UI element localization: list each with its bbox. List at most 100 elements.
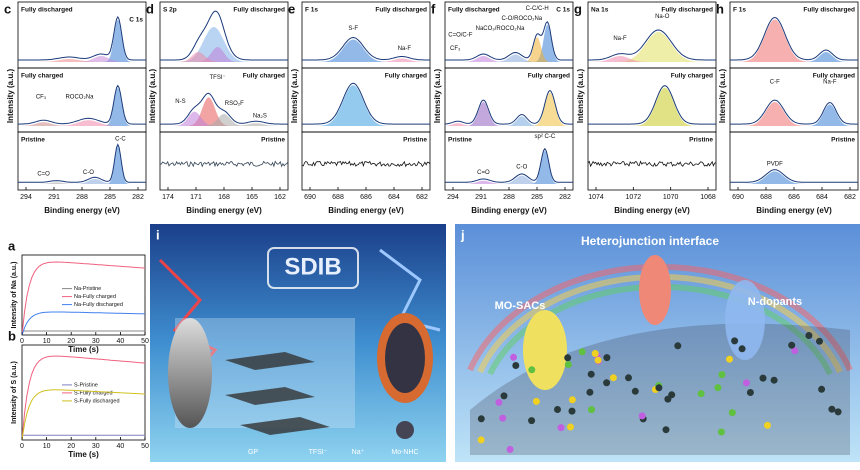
envelope bbox=[445, 147, 573, 183]
x-tick-label: 285 bbox=[104, 194, 116, 201]
graphene-node bbox=[564, 361, 572, 368]
graphene-node bbox=[586, 388, 594, 396]
peak-label: CF₃ bbox=[450, 46, 461, 52]
graphene-node bbox=[528, 417, 536, 425]
legend-label: S-Fully discharged bbox=[74, 398, 120, 404]
x-tick-label: 682 bbox=[416, 194, 428, 201]
fit-component bbox=[160, 123, 288, 126]
graphene-node bbox=[828, 405, 836, 413]
graphene-node bbox=[662, 426, 670, 434]
fit-component bbox=[445, 92, 573, 126]
x-tick-label: 30 bbox=[92, 443, 100, 450]
legend-label: Na⁺ bbox=[352, 449, 365, 456]
y-axis-label: Intensity of S (a.u.) bbox=[11, 361, 18, 424]
x-tick-label: 174 bbox=[162, 194, 174, 201]
fit-component bbox=[445, 56, 573, 62]
graphene-node bbox=[631, 387, 639, 395]
x-axis-label: Binding energy (eV) bbox=[471, 206, 547, 215]
graphene-node bbox=[697, 390, 705, 398]
graphene-node bbox=[568, 396, 576, 404]
x-tick-label: 50 bbox=[141, 443, 149, 450]
peak-label: Na₂S bbox=[253, 114, 267, 120]
trace bbox=[21, 389, 146, 441]
fit-component bbox=[730, 104, 858, 126]
legend-label: S-Fully charged bbox=[74, 390, 113, 396]
plot-frame bbox=[21, 254, 146, 336]
fit-component bbox=[730, 19, 858, 62]
graphene-node bbox=[500, 392, 508, 400]
peak-label: C-O bbox=[83, 170, 94, 176]
core-level: C 1s bbox=[129, 17, 143, 24]
state-label: Fully discharged bbox=[661, 7, 713, 14]
kinetics-panel: a Na-Pristine Na-Fully charged Na-Fully dis… bbox=[8, 238, 149, 354]
x-tick-label: 688 bbox=[760, 194, 772, 201]
state-label: Pristine bbox=[261, 137, 285, 144]
graphene-node bbox=[668, 391, 676, 399]
state-label: Fully discharged bbox=[375, 7, 427, 14]
graphene-node bbox=[554, 406, 561, 413]
spectrum-panel: f Fully discharged Fully charged Pristine C … bbox=[431, 1, 574, 215]
peak-label: Na-F bbox=[398, 46, 412, 52]
fit-component bbox=[18, 182, 146, 184]
fit-component bbox=[302, 58, 430, 62]
peak-label: Na-O bbox=[655, 14, 670, 20]
core-level: C 1s bbox=[556, 7, 570, 14]
x-axis-label: Binding energy (eV) bbox=[44, 206, 120, 215]
y-axis-label: Intensity (a.u.) bbox=[290, 69, 299, 124]
y-axis-label: Intensity (a.u.) bbox=[6, 69, 15, 124]
graphene-node bbox=[738, 345, 746, 353]
legend-label: Na-Fully discharged bbox=[74, 302, 123, 308]
peak-label: N-S bbox=[175, 99, 185, 105]
peak-label: TFSI⁻ bbox=[210, 75, 226, 81]
state-label: Pristine bbox=[21, 137, 45, 144]
x-tick-label: 684 bbox=[388, 194, 400, 201]
state-label: Fully charged bbox=[528, 73, 570, 80]
peak-label: ROCO₂Na bbox=[65, 94, 94, 100]
graphene-node bbox=[506, 445, 514, 453]
x-tick-label: 294 bbox=[447, 194, 459, 201]
legend-label: Mo-NHC bbox=[391, 449, 418, 456]
graphene-node bbox=[718, 371, 726, 379]
graphene-node bbox=[578, 348, 586, 356]
x-tick-label: 50 bbox=[141, 338, 149, 345]
panel-label: a bbox=[8, 238, 16, 253]
fit-component bbox=[730, 171, 858, 184]
core-level: F 1s bbox=[305, 7, 318, 14]
trace bbox=[21, 261, 146, 336]
state-label: Pristine bbox=[831, 137, 855, 144]
graphene-node bbox=[477, 436, 485, 444]
panel-label: g bbox=[574, 1, 582, 16]
peak-label: Na-F bbox=[823, 80, 837, 86]
y-axis-label: Intensity (a.u.) bbox=[718, 69, 727, 124]
peak-label: C=O/C-F bbox=[448, 33, 473, 39]
graphene-node bbox=[816, 337, 823, 345]
core-level: S 2p bbox=[163, 7, 177, 14]
panel-label: c bbox=[4, 1, 11, 16]
x-tick-label: 294 bbox=[20, 194, 32, 201]
kinetics-panel: b S-Pristine S-Fully charged S-Fully discha… bbox=[8, 328, 149, 459]
graphene-node bbox=[528, 366, 536, 374]
peak-label: C=O bbox=[477, 170, 490, 176]
x-tick-label: 688 bbox=[332, 194, 344, 201]
peak-label: C=O bbox=[37, 171, 50, 177]
graphene-node bbox=[591, 350, 599, 357]
fit-component bbox=[18, 56, 146, 62]
fit-component bbox=[445, 102, 573, 126]
legend-label: TFSI⁻ bbox=[309, 449, 328, 456]
x-tick-label: 10 bbox=[43, 338, 51, 345]
x-tick-label: 288 bbox=[503, 194, 515, 201]
callout: MO-SACs bbox=[495, 300, 546, 312]
panel-label: f bbox=[431, 1, 436, 16]
peak-label: C-C/C-H bbox=[526, 6, 549, 12]
graphene-node bbox=[742, 379, 750, 387]
envelope bbox=[445, 21, 573, 61]
trace bbox=[21, 355, 146, 441]
graphene-node bbox=[603, 354, 611, 362]
state-label: Fully charged bbox=[21, 73, 63, 80]
x-axis-label: Time (s) bbox=[68, 450, 99, 459]
graphene-node bbox=[788, 341, 796, 349]
state-label: Fully discharged bbox=[233, 7, 285, 14]
fit-component bbox=[160, 27, 288, 62]
fit-component bbox=[730, 52, 858, 62]
x-tick-label: 40 bbox=[117, 338, 125, 345]
